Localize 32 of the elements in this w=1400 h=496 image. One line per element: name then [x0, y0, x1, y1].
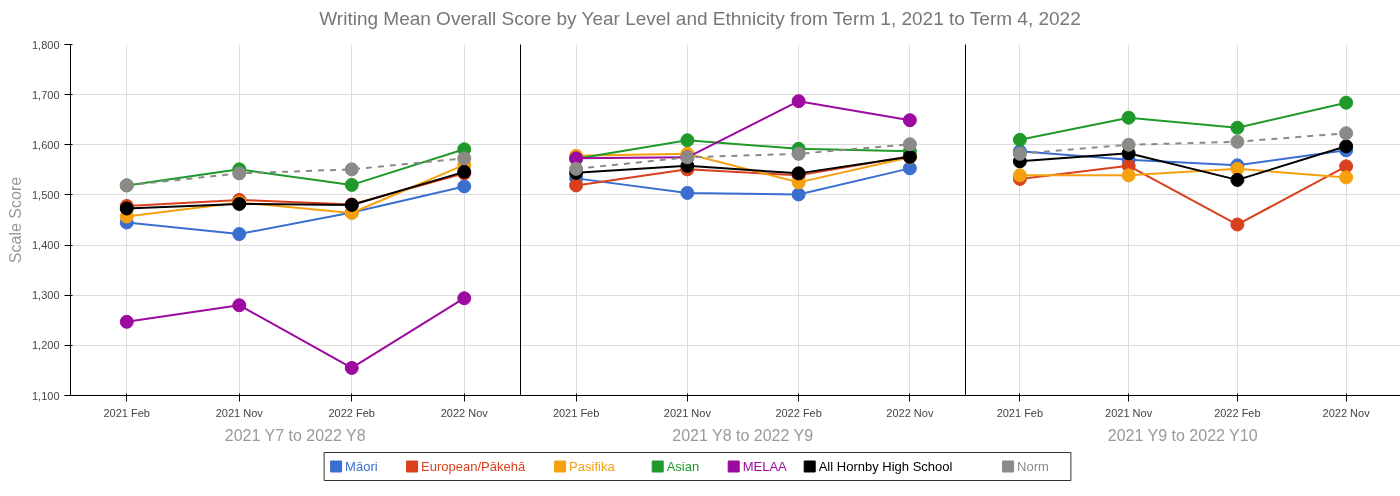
y-tick-label: 1,500 [31, 188, 60, 201]
x-axis-title: 2021 Y7 to 2022 Y8 [224, 426, 366, 444]
legend-label: Norm [1017, 459, 1049, 474]
y-tick-label: 1,100 [31, 389, 60, 402]
x-axis-title: 2021 Y8 to 2022 Y9 [672, 426, 814, 444]
x-axis-title: 2021 Y9 to 2022 Y10 [1107, 426, 1258, 444]
text: Writing Mean Overall Score by Year Level and Ethnicity from Term 1, 2021 to Term 4, 2022 [319, 8, 1081, 29]
x-tick-label: 2021 Nov [215, 406, 264, 419]
x-tick-label: 2022 Nov [440, 406, 489, 419]
legend-label: Māori [345, 459, 378, 474]
legend-label: European/Pākehā [421, 459, 526, 474]
x-tick-label: 2021 Nov [1105, 406, 1153, 419]
y-tick-label: 1,400 [31, 239, 60, 252]
y-tick-label: 1,800 [31, 38, 60, 51]
x-tick-label: 2022 Feb [1214, 406, 1261, 419]
x-tick-label: 2022 Nov [1322, 406, 1371, 419]
legend-label: Asian [666, 459, 700, 474]
x-tick-label: 2021 Nov [663, 406, 712, 419]
x-tick-label: 2021 Feb [103, 406, 150, 419]
x-tick-label: 2022 Feb [328, 406, 375, 419]
y-tick-label: 1,300 [31, 289, 60, 302]
y-tick-label: 1,700 [31, 88, 60, 101]
x-tick-label: 2022 Feb [775, 406, 822, 419]
x-tick-label: 2022 Nov [886, 406, 934, 419]
legend-label: Pasifika [569, 459, 616, 474]
y-tick-label: 1,200 [31, 339, 60, 352]
x-tick-label: 2021 Feb [552, 406, 600, 419]
y-axis-title: Scale Score [6, 176, 24, 264]
legend-label: MELAA [742, 459, 788, 474]
legend-label: All Hornby High School [818, 459, 953, 474]
y-tick-label: 1,600 [31, 138, 60, 151]
x-tick-label: 2021 Feb [996, 406, 1044, 419]
